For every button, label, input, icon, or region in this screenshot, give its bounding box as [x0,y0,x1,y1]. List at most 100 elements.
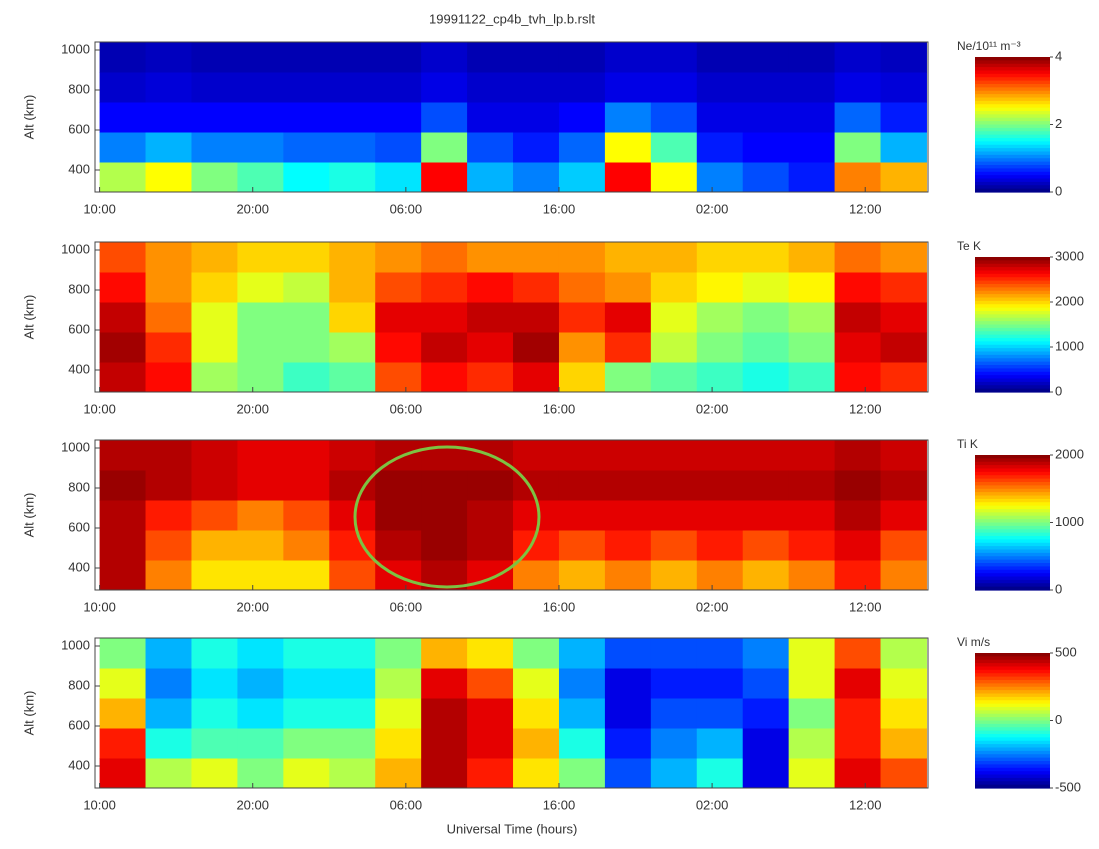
cell [788,362,836,392]
y-tick-label: 600 [68,519,90,534]
cell [513,242,560,273]
colorbar-swatch [975,556,1050,561]
x-tick-label: 02:00 [696,401,729,416]
colorbar-tick-label: 0 [1055,581,1062,596]
colorbar-swatch [975,175,1050,180]
colorbar-swatch [975,512,1050,517]
cell [696,758,744,788]
colorbar-swatch [975,385,1050,390]
cell [880,668,927,699]
colorbar-swatch [975,771,1050,776]
cell [834,758,882,788]
colorbar-swatch [975,461,1050,466]
cell [558,500,606,531]
cell [191,242,238,273]
colorbar-swatch [975,361,1050,366]
colorbar-swatch [975,117,1050,122]
cell [696,302,744,333]
cell [421,698,468,729]
colorbar-swatch [975,542,1050,547]
cell [834,132,882,163]
cell [742,500,790,531]
cell [696,698,744,729]
cell [145,72,192,103]
cell [467,302,514,333]
cell [145,440,192,471]
cell [329,302,376,333]
cell [375,500,422,531]
cell [604,272,652,303]
cell [604,638,652,669]
heatmap [99,638,927,788]
cell [788,332,836,363]
colorbar-swatch [975,744,1050,749]
cell [99,698,147,729]
cell [558,362,606,392]
cell [467,758,514,788]
cell [375,698,422,729]
cell [375,102,422,133]
cell [742,102,790,133]
cell [558,272,606,303]
colorbar-label: Ti K [957,437,978,451]
colorbar-swatch [975,351,1050,356]
colorbar-swatch [975,121,1050,126]
cell [329,470,376,501]
cell [880,242,927,273]
cell [604,500,652,531]
colorbar-swatch [975,73,1050,78]
cell [283,102,330,133]
cell [421,362,468,392]
cell [513,162,560,192]
colorbar-swatch [975,97,1050,102]
colorbar-swatch [975,267,1050,272]
cell [283,162,330,192]
cell [650,302,698,333]
cell [329,72,376,103]
cell [650,638,698,669]
cell [834,668,882,699]
cell [742,42,790,73]
cell [558,758,606,788]
cell [650,440,698,471]
colorbar-swatch [975,321,1050,326]
cell [788,272,836,303]
cell [99,668,147,699]
colorbar-swatch [975,529,1050,534]
cell [558,72,606,103]
colorbar-swatch [975,495,1050,500]
colorbar-swatch [975,124,1050,129]
cell [329,162,376,192]
colorbar-swatch [975,70,1050,75]
colorbar-swatch [975,656,1050,661]
colorbar-swatch [975,488,1050,493]
colorbar-swatch [975,717,1050,722]
cell [283,500,330,531]
cell [604,162,652,192]
y-tick-label: 1000 [61,241,90,256]
colorbar-swatch [975,354,1050,359]
cell [696,500,744,531]
cell [99,272,147,303]
cell [742,638,790,669]
colorbar-swatch [975,284,1050,288]
cell [421,440,468,471]
colorbar-swatch [975,747,1050,752]
cell [880,302,927,333]
cell [467,72,514,103]
cell [375,302,422,333]
cell [604,72,652,103]
colorbar-swatch [975,576,1050,581]
colorbar-tick-label: 0 [1055,183,1062,198]
cell [99,560,147,590]
colorbar-label: Ne/10¹¹ m⁻³ [957,39,1021,53]
cell [604,470,652,501]
cell [604,440,652,471]
cell [421,758,468,788]
cell [99,242,147,273]
cell [696,242,744,273]
cell [375,638,422,669]
cell [650,72,698,103]
cell [329,500,376,531]
cell [650,242,698,273]
